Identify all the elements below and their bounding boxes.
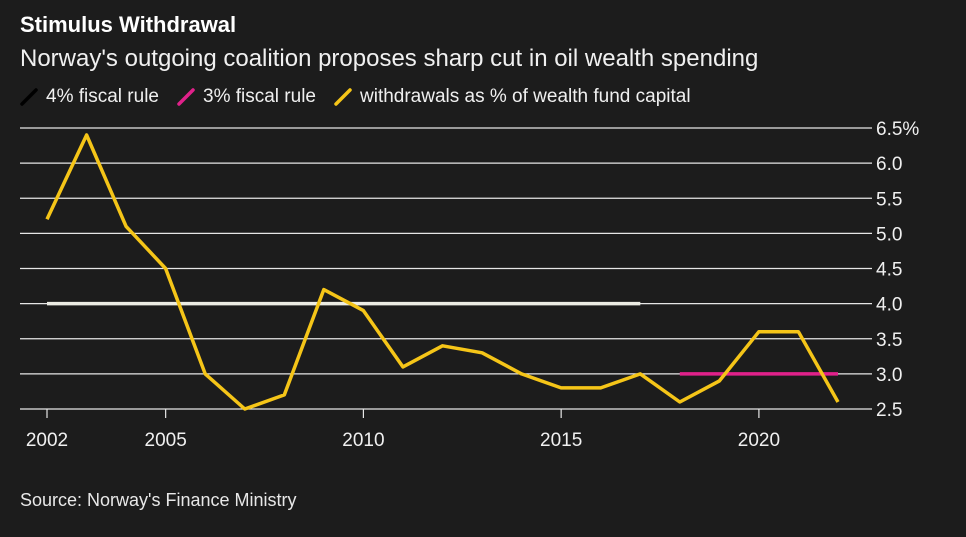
x-tick-label-2: 2010: [342, 430, 384, 451]
x-tick-label-4: 2020: [738, 430, 780, 451]
chart-legend: 4% fiscal rule 3% fiscal rule withdrawal…: [20, 86, 709, 108]
y-tick-label-6: 5.5: [876, 189, 902, 210]
grid-lines: [20, 127, 872, 410]
x-tick-label-3: 2015: [540, 430, 582, 451]
chart-source: Source: Norway's Finance Ministry: [20, 490, 297, 510]
x-tick-label-1: 2005: [145, 430, 187, 451]
y-tick-label-0: 2.5: [876, 400, 902, 421]
legend-item-withdrawals: withdrawals as % of wealth fund capital: [334, 86, 691, 108]
y-tick-label-8: 6.5%: [876, 119, 919, 140]
legend-label-withdrawals: withdrawals as % of wealth fund capital: [360, 86, 691, 107]
chart-subtitle: Norway's outgoing coalition proposes sha…: [20, 45, 759, 72]
y-tick-label-7: 6.0: [876, 154, 902, 175]
y-tick-label-3: 4.0: [876, 295, 902, 316]
chart-series: [45, 133, 840, 411]
legend-swatch-3pct-rule: [177, 88, 195, 106]
legend-label-3pct-rule: 3% fiscal rule: [203, 86, 316, 107]
legend-swatch-withdrawals: [334, 88, 352, 106]
legend-swatch-4pct-rule: [20, 88, 38, 106]
legend-item-4pct-rule: 4% fiscal rule: [20, 86, 159, 108]
legend-item-3pct-rule: 3% fiscal rule: [177, 86, 316, 108]
y-tick-label-1: 3.0: [876, 365, 902, 386]
legend-label-4pct-rule: 4% fiscal rule: [46, 86, 159, 107]
y-axis-ticks: 2.5 3.0 3.5 4.0 4.5 5.0 5.5 6.0 6.5%: [876, 119, 919, 421]
y-tick-label-2: 3.5: [876, 330, 902, 351]
x-axis-ticks: 2002 2005 2010 2015 2020: [26, 409, 780, 451]
y-tick-label-5: 5.0: [876, 224, 902, 245]
series-line-2: [45, 133, 840, 411]
y-tick-label-4: 4.5: [876, 260, 902, 281]
chart-title: Stimulus Withdrawal: [20, 12, 237, 37]
x-tick-label-0: 2002: [26, 430, 68, 451]
